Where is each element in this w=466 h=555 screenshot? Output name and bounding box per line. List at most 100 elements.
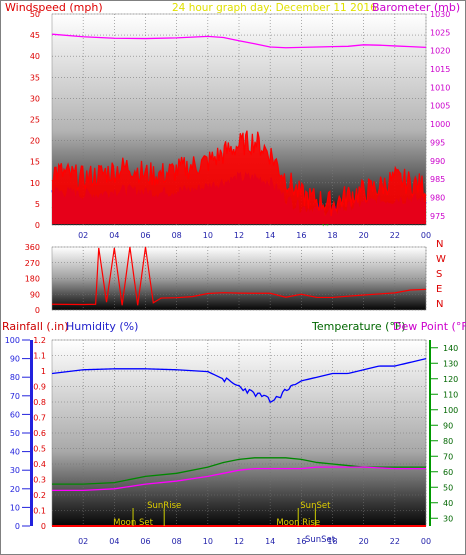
gust-line [51,130,427,217]
x-tick-label: 14 [265,231,275,240]
x-tick-label: 12 [234,537,244,546]
barometer-tick-label: 985 [430,175,445,184]
x-tick-label: 02 [78,537,88,546]
temperature-tick-label: 30 [443,514,453,523]
wind-barometer-panel: Windspeed (mph) 24 hour graph day: Decem… [5,1,460,240]
compass-label: N [436,239,443,250]
x-tick-label: 16 [296,537,306,546]
barometer-tick-label: 1025 [430,28,450,37]
event-label: SunSet [300,501,331,511]
wind-series [51,33,427,227]
x-tick-label: 16 [296,231,306,240]
humidity-axis-title: Humidity (%) [66,320,138,333]
rainfall-tick-label: 0.2 [33,491,46,500]
barometer-tick-label: 975 [430,212,445,221]
humidity-tick-label: 20 [10,485,20,494]
humidity-tick-label: 50 [10,429,20,438]
windspeed-tick-label: 5 [35,200,40,209]
barometer-tick-label: 1005 [430,102,450,111]
humidity-line [51,357,427,404]
x-tick-label: 22 [390,231,400,240]
rain-humidity-temperature-panel: Rainfall (.in) Humidity (%) Temperature … [2,320,466,546]
temperature-axis-title: Temperature (°F) [311,320,406,333]
windspeed-tick-label: 50 [30,10,40,19]
dew_point-line [52,466,426,492]
x-tick-label: 06 [140,231,150,240]
rainfall-tick-label: 1.2 [33,336,46,345]
humidity-tick-label: 40 [10,448,20,457]
windspeed-tick-label: 15 [30,158,40,167]
x-tick-label: 20 [359,231,369,240]
chart-title: 24 hour graph day: December 11 2016 [172,2,377,14]
barometer-tick-label: 980 [430,193,445,202]
windspeed-tick-label: 10 [30,179,40,188]
compass-label: N [436,299,443,310]
wind-x-ticks: 02 04 06 08 10 12 14 16 18 20 22 00 [78,231,431,240]
direction-grid [52,246,427,311]
barometer-line [51,33,427,49]
temperature-line [52,457,426,485]
event-label: SunSet [305,535,336,545]
barometer-tick-label: 1020 [430,47,450,56]
dew-point-axis-title: Dew Point (°F) [393,320,466,333]
x-tick-label: 04 [109,231,119,240]
compass-label: W [436,254,446,265]
temperature-tick-label: 90 [443,421,453,430]
x-tick-label: 00 [421,231,431,240]
x-tick-label: 18 [327,537,337,546]
barometer-ticks: 975 980 985 990 995 1000 1005 1010 1015 1020 1025 1… [430,10,450,221]
x-tick-label: 00 [421,537,431,546]
direction-tick-label: 90 [30,290,40,299]
rainfall-tick-label: 1 [41,367,46,376]
direction-line [51,246,427,306]
humidity-tick-label: 10 [10,503,20,512]
humidity-tick-label: 100 [5,336,20,345]
temperature-ticks: 30 40 50 60 70 80 90 100 110 120 130 140 [431,344,458,523]
rainfall-tick-label: 0.6 [33,429,46,438]
temperature-tick-label: 70 [443,452,453,461]
direction-series [51,246,427,306]
x-tick-label: 08 [172,537,182,546]
humidity-tick-label: 30 [10,466,20,475]
direction-tick-label: 270 [25,259,40,268]
compass-label: E [436,284,442,295]
rainfall-tick-label: 0.8 [33,398,46,407]
barometer-tick-label: 995 [430,138,445,147]
direction-tick-label: 180 [25,275,40,284]
x-tick-label: 18 [327,231,337,240]
x-tick-label: 02 [78,231,88,240]
windspeed-ticks: 0 5 10 15 20 25 30 35 40 45 50 [30,10,40,230]
temperature-tick-label: 120 [443,375,458,384]
rainfall-tick-label: 1.1 [33,352,46,361]
rainfall-tick-label: 0.1 [33,507,46,516]
compass-label: S [436,269,442,280]
temperature-tick-label: 110 [443,390,458,399]
windspeed-tick-label: 40 [30,52,40,61]
rain-humidity-series [51,357,427,527]
x-tick-label: 04 [109,537,119,546]
x-tick-label: 20 [359,537,369,546]
temperature-tick-label: 60 [443,468,453,477]
humidity-tick-label: 0 [15,522,20,531]
direction-ticks: 0 90 180 270 360 [25,243,40,315]
temperature-tick-label: 50 [443,483,453,492]
rainfall-tick-label: 0.3 [33,476,46,485]
rainfall-ticks: 0 0.1 0.2 0.3 0.4 0.5 0.6 0.7 0.8 0.9 1 1.1 1.2 [33,336,46,531]
event-label: SunRise [147,501,181,511]
humidity-tick-label: 60 [10,410,20,419]
barometer-tick-label: 1010 [430,83,450,92]
windspeed-tick-label: 25 [30,116,40,125]
temperature-tick-label: 40 [443,499,453,508]
windspeed-tick-label: 0 [35,221,40,230]
temperature-tick-label: 80 [443,437,453,446]
barometer-axis-title: Barometer (mb) [372,1,460,14]
rainfall-tick-label: 0.9 [33,383,46,392]
rainfall-tick-label: 0.4 [33,460,46,469]
direction-tick-label: 0 [35,306,40,315]
rain-humidity-x-ticks: 02 04 06 08 10 12 14 16 18 20 22 00 [78,537,431,546]
temperature-axis-bar [429,340,431,526]
x-tick-label: 10 [203,537,213,546]
x-tick-label: 06 [140,537,150,546]
windspeed-tick-label: 20 [30,137,40,146]
